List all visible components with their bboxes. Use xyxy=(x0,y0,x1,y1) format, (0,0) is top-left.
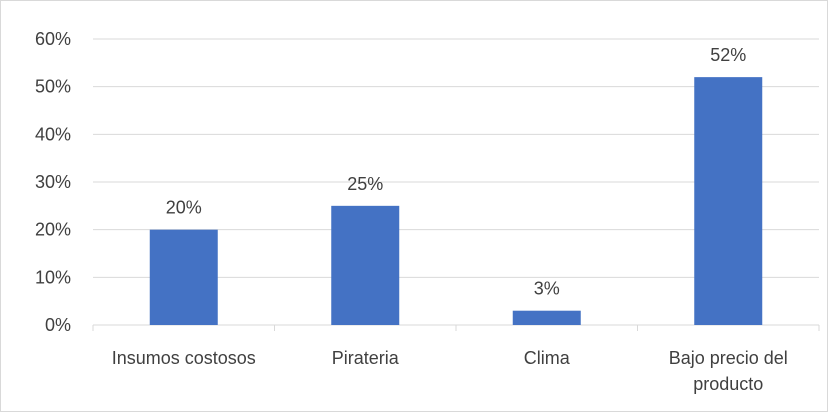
y-tick-label: 20% xyxy=(35,220,71,240)
y-tick-label: 40% xyxy=(35,124,71,144)
y-tick-label: 10% xyxy=(35,267,71,287)
bar xyxy=(694,77,763,325)
data-label: 20% xyxy=(166,198,202,218)
y-tick-label: 50% xyxy=(35,77,71,97)
x-category-label: Clima xyxy=(524,348,571,368)
data-label: 3% xyxy=(534,279,560,299)
bar xyxy=(149,229,218,325)
x-category-label: Pirateria xyxy=(332,348,400,368)
bar xyxy=(512,310,581,325)
y-tick-label: 0% xyxy=(45,315,71,335)
x-category-label: Insumos costosos xyxy=(112,348,256,368)
data-label: 52% xyxy=(710,45,746,65)
y-tick-label: 30% xyxy=(35,172,71,192)
bar xyxy=(331,205,400,325)
y-tick-label: 60% xyxy=(35,29,71,49)
data-label: 25% xyxy=(347,174,383,194)
x-category-label: producto xyxy=(693,374,763,394)
x-category-label: Bajo precio del xyxy=(669,348,788,368)
